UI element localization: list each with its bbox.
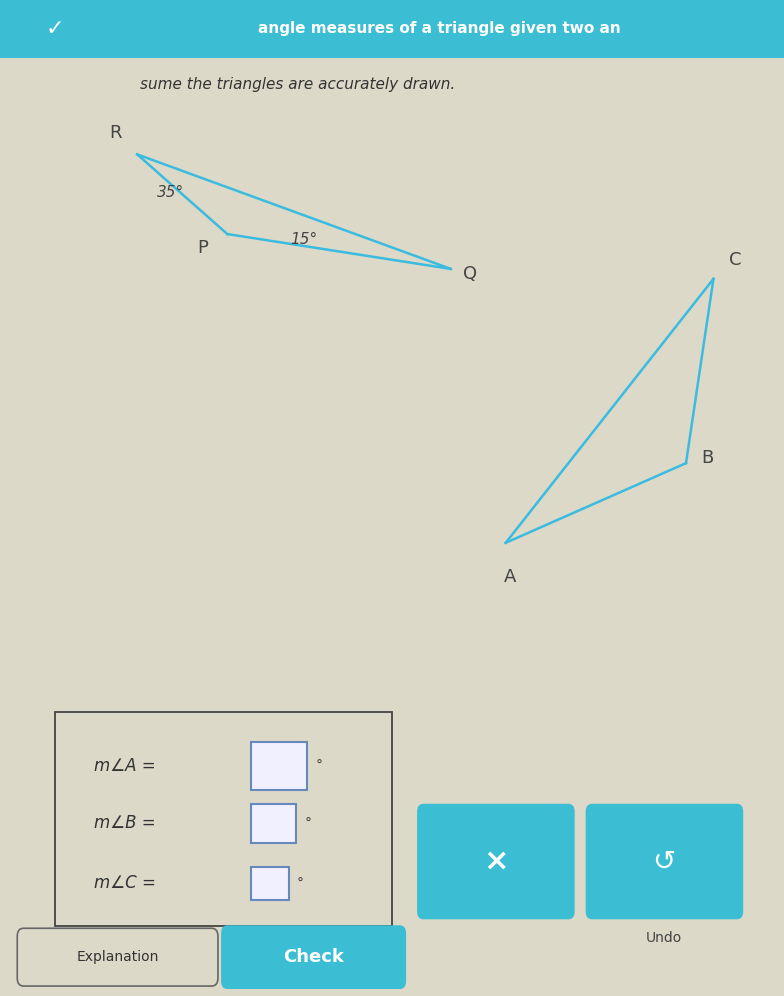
Text: °: °: [315, 759, 322, 773]
FancyBboxPatch shape: [586, 804, 743, 919]
FancyBboxPatch shape: [251, 742, 307, 790]
Text: Undo: Undo: [646, 931, 682, 945]
Text: °: °: [296, 876, 303, 890]
Text: m∠A =: m∠A =: [94, 757, 156, 775]
FancyBboxPatch shape: [0, 0, 784, 58]
Text: R: R: [109, 124, 122, 142]
FancyBboxPatch shape: [17, 928, 218, 986]
Text: ✓: ✓: [45, 19, 64, 39]
Text: P: P: [197, 239, 208, 257]
Text: sume the triangles are accurately drawn.: sume the triangles are accurately drawn.: [140, 77, 456, 93]
Text: ×: ×: [483, 847, 508, 876]
FancyBboxPatch shape: [417, 804, 575, 919]
FancyBboxPatch shape: [251, 867, 289, 900]
Text: Q: Q: [463, 265, 477, 283]
Text: ↺: ↺: [652, 848, 676, 875]
Text: °: °: [304, 817, 311, 831]
Text: 15°: 15°: [290, 231, 318, 247]
Text: A: A: [503, 568, 516, 586]
FancyBboxPatch shape: [221, 925, 406, 989]
Text: m∠B =: m∠B =: [94, 815, 156, 833]
Text: m∠C =: m∠C =: [94, 874, 156, 892]
FancyBboxPatch shape: [251, 804, 296, 844]
FancyBboxPatch shape: [55, 712, 392, 926]
Text: C: C: [729, 251, 742, 269]
Text: B: B: [702, 449, 714, 467]
Text: 35°: 35°: [157, 184, 184, 200]
Text: Explanation: Explanation: [76, 950, 159, 964]
Text: Check: Check: [283, 948, 344, 966]
Text: angle measures of a triangle given two an: angle measures of a triangle given two a…: [258, 21, 620, 37]
